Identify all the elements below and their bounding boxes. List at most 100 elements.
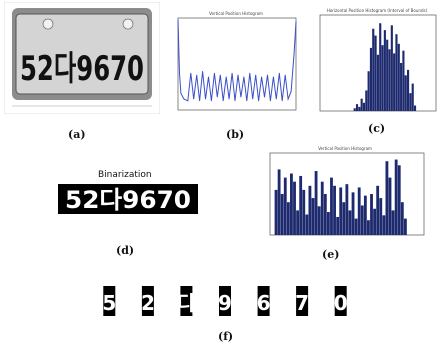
vertical-histogram-line-chart: Vertical Position Histogram bbox=[177, 11, 297, 111]
data-point bbox=[252, 98, 254, 100]
bar bbox=[372, 28, 375, 111]
bar bbox=[330, 177, 333, 235]
caption-a: (a) bbox=[68, 128, 86, 141]
binarized-plate: 52다9670 bbox=[58, 184, 198, 214]
data-point bbox=[202, 71, 203, 72]
bar bbox=[382, 215, 386, 235]
segment-label: 6 bbox=[257, 291, 271, 315]
data-point bbox=[267, 74, 268, 76]
bar bbox=[402, 50, 405, 111]
segment-box bbox=[141, 286, 154, 316]
data-point bbox=[214, 72, 215, 74]
data-point bbox=[222, 100, 224, 102]
bar bbox=[308, 185, 312, 235]
bar bbox=[333, 185, 336, 235]
horizontal-histogram-panel: Horizontal Position Histogram (Interval … bbox=[314, 6, 440, 118]
segment-char: 5 bbox=[102, 286, 116, 316]
bar bbox=[383, 30, 386, 112]
data-point bbox=[183, 98, 185, 100]
segment-char: 2 bbox=[141, 286, 155, 316]
vertical-histogram-bar-chart: Vertical Position Histogram bbox=[269, 146, 425, 236]
segment-label: 0 bbox=[334, 291, 348, 315]
data-point bbox=[240, 96, 242, 98]
bar bbox=[355, 104, 359, 111]
bar bbox=[376, 185, 380, 235]
bar bbox=[390, 25, 393, 111]
data-point bbox=[225, 76, 227, 78]
bar bbox=[357, 187, 361, 235]
plate-photo: 52다9670 bbox=[3, 1, 161, 115]
data-point bbox=[258, 100, 259, 102]
bar bbox=[360, 98, 363, 111]
bar bbox=[274, 189, 278, 235]
bar bbox=[342, 202, 346, 235]
bar bbox=[367, 71, 370, 111]
bar bbox=[370, 194, 373, 235]
data-point bbox=[196, 74, 198, 76]
segment-box bbox=[219, 286, 231, 316]
bar bbox=[326, 212, 330, 235]
bar bbox=[411, 83, 414, 111]
bar bbox=[360, 205, 364, 235]
segment-char: 다 bbox=[177, 286, 196, 316]
bar bbox=[299, 175, 303, 235]
data-point bbox=[211, 100, 212, 102]
bar bbox=[280, 194, 284, 235]
data-point bbox=[205, 98, 206, 100]
data-point bbox=[180, 93, 182, 94]
bar bbox=[351, 192, 355, 235]
bar bbox=[277, 169, 281, 235]
data-point bbox=[179, 72, 180, 74]
bar bbox=[413, 105, 417, 111]
bar bbox=[391, 210, 395, 235]
bar bbox=[376, 54, 379, 111]
chart-b-title: Vertical Position Histogram bbox=[209, 11, 263, 16]
bar bbox=[373, 208, 377, 235]
series-line bbox=[177, 19, 297, 102]
bar bbox=[353, 108, 356, 111]
plate-face bbox=[16, 14, 148, 94]
bar bbox=[305, 214, 309, 235]
bar bbox=[286, 202, 290, 235]
bar bbox=[348, 210, 352, 235]
data-point bbox=[273, 76, 274, 78]
bar bbox=[388, 177, 392, 235]
bar bbox=[394, 159, 398, 235]
data-point bbox=[295, 21, 297, 23]
data-point bbox=[270, 100, 271, 102]
segment-char: 0 bbox=[334, 286, 348, 316]
segment-char: 9 bbox=[218, 286, 232, 316]
bolt-left-icon bbox=[42, 18, 54, 30]
bar bbox=[393, 53, 396, 111]
caption-c: (c) bbox=[368, 122, 386, 135]
segment-label: 5 bbox=[102, 291, 116, 315]
bar bbox=[283, 177, 287, 235]
bar bbox=[400, 63, 403, 111]
data-point bbox=[293, 54, 295, 56]
caption-e: (e) bbox=[322, 248, 340, 261]
data-point bbox=[261, 76, 262, 78]
data-point bbox=[234, 100, 236, 102]
bar bbox=[362, 102, 366, 111]
bar bbox=[409, 93, 412, 111]
bar bbox=[323, 194, 327, 235]
bar bbox=[296, 210, 300, 235]
bar bbox=[354, 218, 358, 235]
bar bbox=[369, 47, 373, 111]
chart-e-title: Vertical Position Histogram bbox=[318, 146, 372, 151]
bolt-right-icon bbox=[122, 18, 134, 30]
vertical-histogram-bar-panel: Vertical Position Histogram bbox=[262, 144, 428, 240]
bar bbox=[317, 206, 321, 235]
segment-char: 6 bbox=[257, 286, 271, 316]
binarized-plate-panel: 52다9670 bbox=[58, 184, 198, 214]
bar bbox=[367, 220, 370, 235]
data-point bbox=[219, 74, 221, 76]
bar bbox=[320, 181, 324, 235]
segment-label: 7 bbox=[295, 291, 309, 315]
vertical-histogram-line-panel: Vertical Position Histogram bbox=[172, 10, 300, 118]
bar bbox=[336, 216, 340, 235]
bar bbox=[302, 189, 306, 235]
caption-b: (b) bbox=[226, 128, 245, 141]
bar bbox=[365, 90, 368, 111]
